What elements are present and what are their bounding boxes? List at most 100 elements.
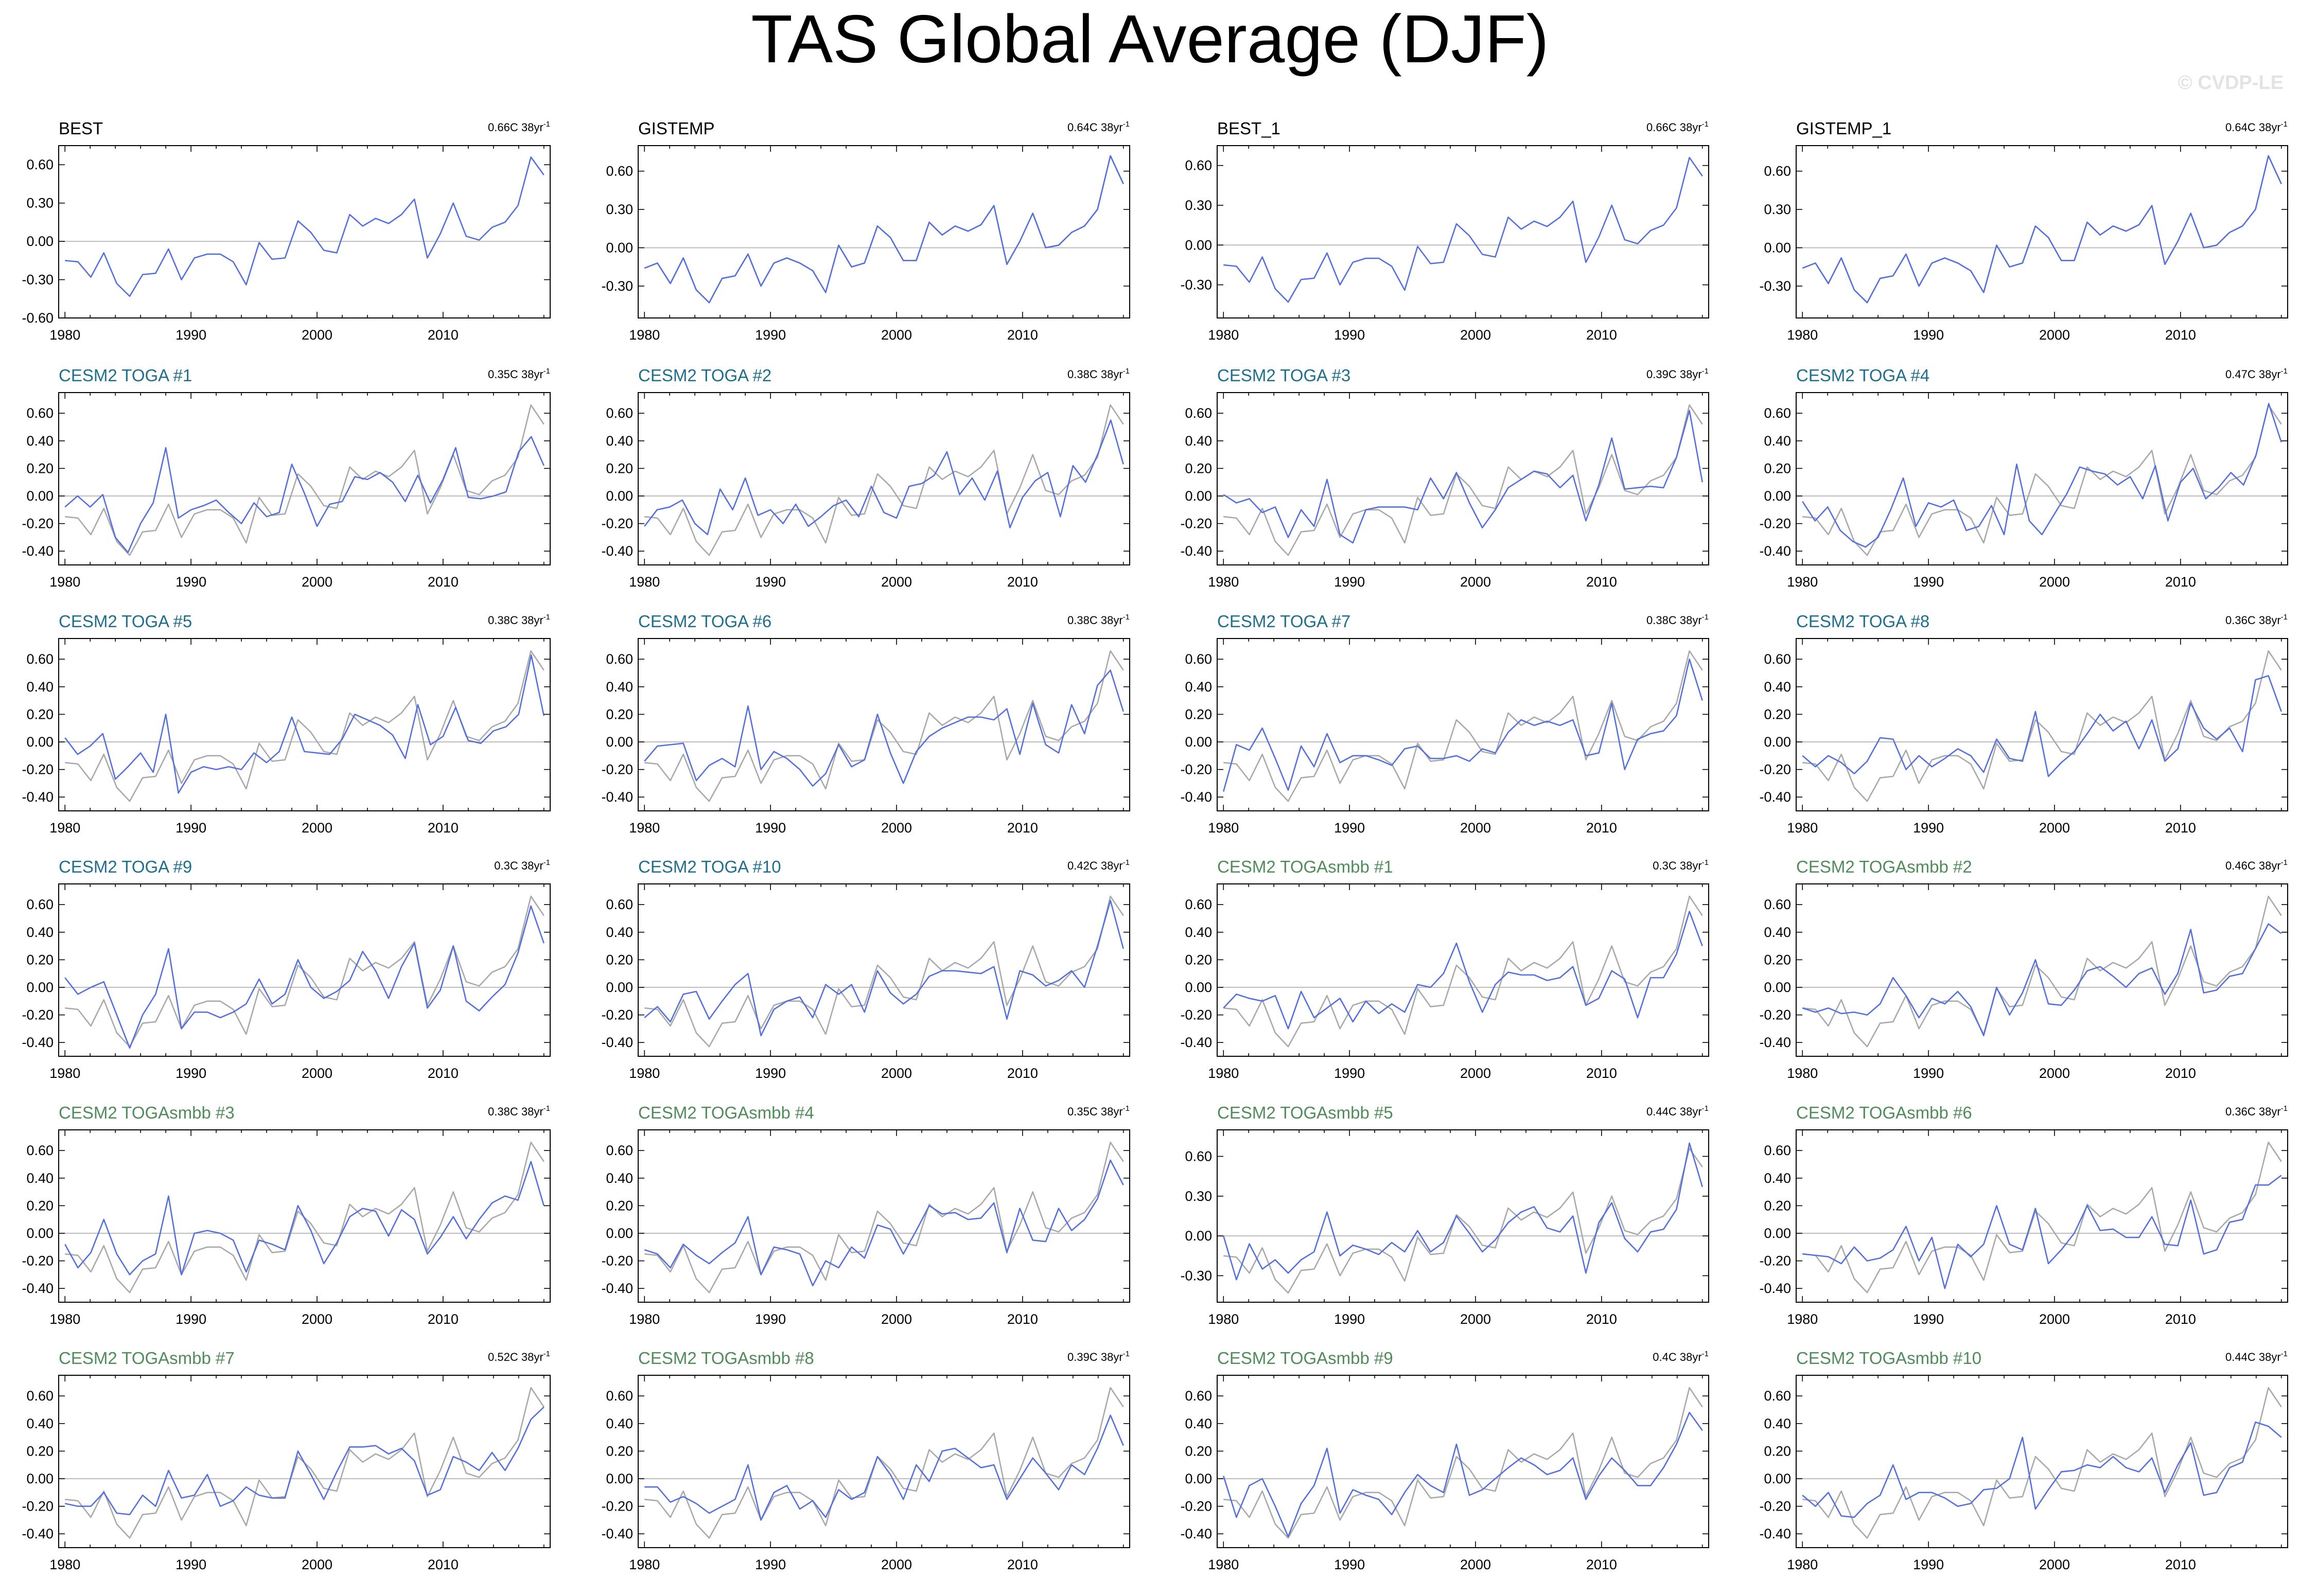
y-tick-label: -0.20 <box>1180 1499 1212 1514</box>
x-tick-label: 1980 <box>1787 574 1818 590</box>
plot-frame <box>1217 1375 1709 1548</box>
y-tick-label: 0.40 <box>606 433 633 449</box>
trend-label: 0.39C 38yr-1 <box>1646 367 1709 381</box>
observed-series-line <box>1223 650 1703 802</box>
plot-frame <box>58 1129 551 1303</box>
simulated-series-line <box>644 669 1124 787</box>
chart-panel: BEST 0.66C 38yr-1 1980 1990 2000 2010 0.60 0.30… <box>22 119 551 343</box>
x-tick-label: 1990 <box>1913 1066 1944 1081</box>
y-tick-label: 0.40 <box>1185 433 1212 449</box>
y-tick-label: 0.20 <box>1185 460 1212 476</box>
y-tick-label: -0.20 <box>1759 516 1791 531</box>
trend-exponent: -1 <box>543 613 550 622</box>
y-tick-label: 0.20 <box>1764 706 1791 722</box>
x-tick-label: 1990 <box>1334 820 1365 836</box>
panel-title: BEST <box>59 119 103 138</box>
y-tick-label: 0.20 <box>1185 1443 1212 1459</box>
chart-panel: CESM2 TOGAsmbb #2 0.46C 38yr-1 1980 1990 200… <box>1759 857 2288 1081</box>
y-tick-label: 0.60 <box>26 157 54 172</box>
chart-panel: CESM2 TOGAsmbb #10 0.44C 38yr-1 1980 1990 20… <box>1759 1349 2288 1572</box>
y-tick-label: 0.00 <box>1185 237 1212 253</box>
y-tick-label: 0.00 <box>1764 240 1791 256</box>
chart-panel: CESM2 TOGAsmbb #5 0.44C 38yr-1 1980 1990 200… <box>1180 1103 1709 1327</box>
y-tick-label: -0.20 <box>601 1007 633 1023</box>
x-tick-label: 1990 <box>175 327 206 343</box>
y-tick-label: -0.40 <box>22 1526 54 1541</box>
x-tick-label: 1980 <box>629 327 660 343</box>
y-tick-label: 0.00 <box>606 1471 633 1486</box>
simulated-series-line <box>64 1161 545 1275</box>
x-tick-label: 1980 <box>629 1557 660 1572</box>
y-tick-label: -0.20 <box>22 1253 54 1269</box>
observed-series-line <box>65 404 545 556</box>
x-tick-label: 2010 <box>1007 1066 1038 1081</box>
y-tick-label: 0.20 <box>606 952 633 967</box>
y-tick-label: 0.20 <box>26 952 54 967</box>
observed-series-line <box>1802 404 2282 556</box>
x-tick-label: 1980 <box>1208 820 1239 836</box>
y-tick-label: 0.60 <box>606 405 633 421</box>
trend-exponent: -1 <box>1702 1104 1709 1113</box>
x-tick-label: 1990 <box>755 1311 786 1327</box>
trend-exponent: -1 <box>1702 367 1709 376</box>
plot-frame <box>1217 1129 1709 1303</box>
y-tick-label: 0.00 <box>1764 1471 1791 1486</box>
y-tick-label: -0.20 <box>1180 516 1212 531</box>
x-tick-label: 2000 <box>302 1557 332 1572</box>
y-tick-label: 0.20 <box>26 706 54 722</box>
x-tick-label: 2000 <box>302 820 332 836</box>
x-tick-label: 1990 <box>755 574 786 590</box>
y-tick-label: 0.60 <box>26 651 54 667</box>
simulated-series-line <box>1802 155 2282 304</box>
chart-panel: CESM2 TOGAsmbb #8 0.39C 38yr-1 1980 1990 200… <box>601 1349 1130 1572</box>
y-tick-label: 0.00 <box>1185 488 1212 504</box>
y-tick-label: 0.20 <box>1764 460 1791 476</box>
chart-panel: CESM2 TOGA #6 0.38C 38yr-1 1980 1990 2000 201… <box>601 612 1130 836</box>
simulated-series-line <box>1223 911 1703 1030</box>
trend-exponent: -1 <box>543 1350 550 1358</box>
y-tick-label: 0.60 <box>606 1143 633 1158</box>
trend-label: 0.44C 38yr-1 <box>1646 1104 1709 1118</box>
trend-label: 0.39C 38yr-1 <box>1067 1350 1130 1363</box>
plot-frame <box>638 638 1130 811</box>
x-tick-label: 1980 <box>1787 327 1818 343</box>
plot-frame <box>1796 145 2288 318</box>
panel-title: CESM2 TOGA #1 <box>59 366 192 385</box>
y-tick-label: 0.60 <box>1764 405 1791 421</box>
y-tick-label: 0.20 <box>1764 1443 1791 1459</box>
y-tick-label: -0.20 <box>22 1007 54 1023</box>
trend-label: 0.64C 38yr-1 <box>2225 120 2288 134</box>
y-tick-label: 0.40 <box>26 679 54 695</box>
y-tick-label: 0.20 <box>606 460 633 476</box>
trend-label: 0.38C 38yr-1 <box>1646 613 1709 627</box>
chart-panel: CESM2 TOGA #5 0.38C 38yr-1 1980 1990 2000 201… <box>22 612 551 836</box>
x-tick-label: 2000 <box>881 1311 912 1327</box>
observed-series-line <box>65 895 545 1048</box>
trend-label: 0.52C 38yr-1 <box>488 1350 550 1363</box>
trend-label: 0.3C 38yr-1 <box>494 858 550 872</box>
trend-exponent: -1 <box>1702 120 1709 129</box>
trend-label: 0.46C 38yr-1 <box>2225 858 2288 872</box>
x-tick-label: 2000 <box>302 327 332 343</box>
simulated-series-line <box>644 419 1125 536</box>
y-tick-label: 0.00 <box>606 1226 633 1241</box>
y-tick-label: 0.40 <box>1764 925 1791 940</box>
y-tick-label: 0.40 <box>1764 433 1791 449</box>
y-tick-label: -0.40 <box>1759 543 1791 559</box>
x-tick-label: 1990 <box>1913 327 1944 343</box>
x-tick-label: 2000 <box>1460 820 1491 836</box>
x-tick-label: 1980 <box>1787 1557 1818 1572</box>
x-tick-label: 1980 <box>629 1311 660 1327</box>
plot-frame <box>638 392 1130 565</box>
y-tick-label: 0.60 <box>1185 1388 1212 1404</box>
chart-panel: CESM2 TOGAsmbb #3 0.38C 38yr-1 1980 1990 200… <box>22 1103 551 1327</box>
x-tick-label: 2000 <box>302 1066 332 1081</box>
y-tick-label: -0.20 <box>22 516 54 531</box>
y-tick-label: 0.40 <box>26 1416 54 1431</box>
x-tick-label: 1990 <box>755 820 786 836</box>
x-tick-label: 2010 <box>2165 574 2196 590</box>
observed-series-line <box>644 1141 1124 1293</box>
simulated-series-line <box>1223 156 1703 303</box>
plot-frame <box>1217 883 1709 1057</box>
x-tick-label: 2000 <box>2039 327 2070 343</box>
